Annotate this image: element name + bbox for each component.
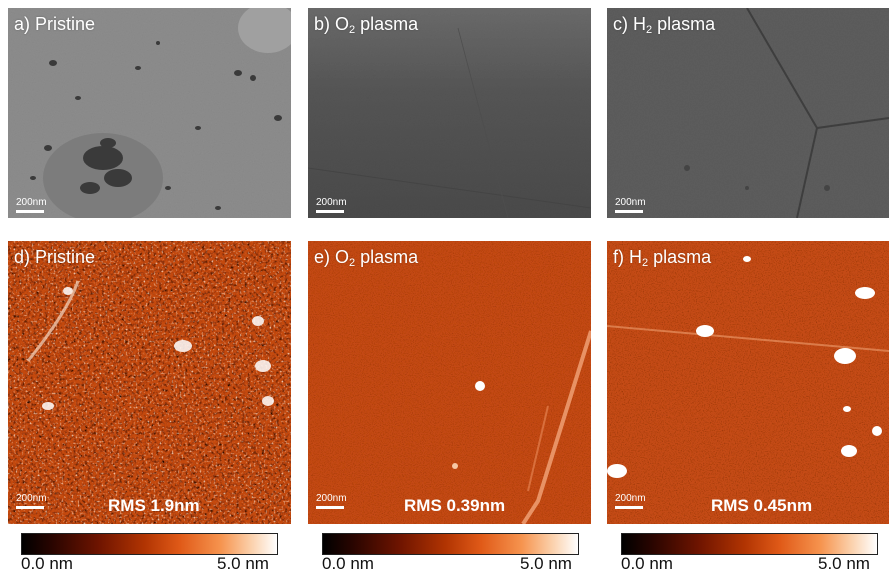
panel-label-e: e) O2 plasma xyxy=(314,247,419,269)
colorbar-3-max: 5.0 nm xyxy=(818,554,870,573)
sem-image-h2-plasma xyxy=(607,8,889,218)
colorbar-2 xyxy=(322,533,579,555)
scale-bar-b: 200nm xyxy=(316,198,347,213)
panel-label-c: c) H2 plasma xyxy=(613,14,716,36)
rms-value-d: RMS 1.9nm xyxy=(108,496,200,515)
rms-value-e: RMS 0.39nm xyxy=(404,496,506,515)
panel-label-f: f) H2 plasma xyxy=(613,247,712,269)
sem-panel-o2-plasma: b) O2 plasma 200nm xyxy=(308,8,591,218)
colorbar-3 xyxy=(621,533,878,555)
panel-label-d: d) Pristine xyxy=(14,247,96,267)
afm-panel-h2-plasma: f) H2 plasma 200nm RMS 0.45nm xyxy=(607,241,889,524)
colorbar-1-max: 5.0 nm xyxy=(217,554,269,573)
afm-panel-o2-plasma: e) O2 plasma 200nm RMS 0.39nm xyxy=(308,241,591,524)
scale-bar-d: 200nm xyxy=(16,494,47,509)
afm-image-o2-plasma xyxy=(308,241,591,524)
scale-bar-c: 200nm xyxy=(615,198,646,213)
sem-image-o2-plasma xyxy=(308,8,591,218)
afm-image-pristine xyxy=(8,241,291,524)
sem-image-pristine xyxy=(8,8,291,218)
afm-panel-pristine: d) Pristine 200nm RMS 1.9nm xyxy=(8,241,291,524)
colorbar-2-min: 0.0 nm xyxy=(322,554,374,573)
scale-bar-a: 200nm xyxy=(16,198,47,213)
colorbar-2-max: 5.0 nm xyxy=(520,554,572,573)
panel-label-b: b) O2 plasma xyxy=(314,14,419,36)
sem-panel-h2-plasma: c) H2 plasma 200nm xyxy=(607,8,889,218)
colorbar-1-min: 0.0 nm xyxy=(21,554,73,573)
colorbar-1 xyxy=(21,533,278,555)
scale-bar-f: 200nm xyxy=(615,494,646,509)
rms-value-f: RMS 0.45nm xyxy=(711,496,813,515)
colorbar-3-min: 0.0 nm xyxy=(621,554,673,573)
afm-image-h2-plasma xyxy=(607,241,889,524)
scale-bar-e: 200nm xyxy=(316,494,347,509)
sem-panel-pristine: a) Pristine 200nm xyxy=(8,8,291,218)
panel-label-a: a) Pristine xyxy=(14,14,96,34)
